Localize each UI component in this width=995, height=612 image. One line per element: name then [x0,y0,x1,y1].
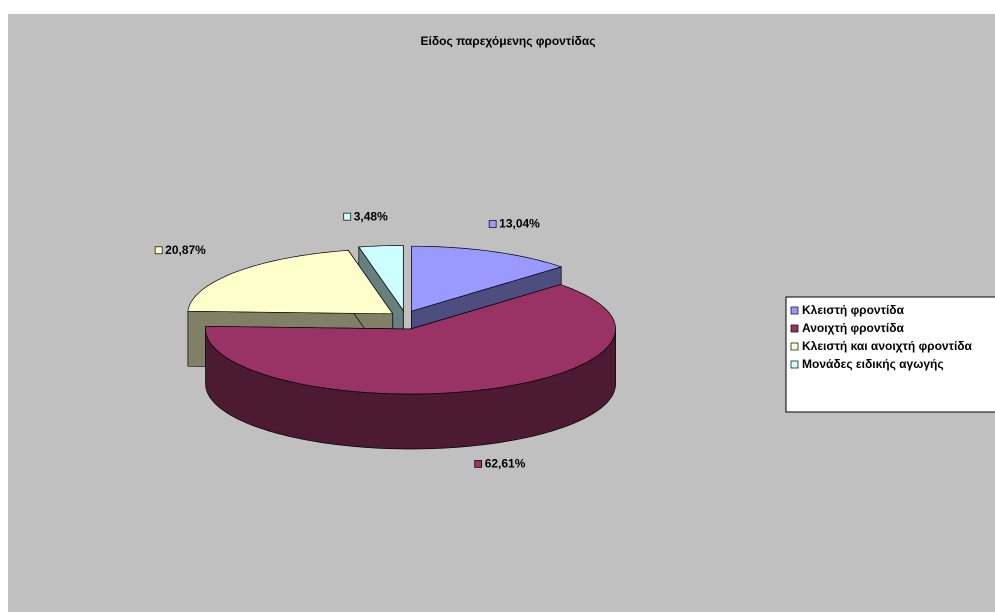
legend-box [785,296,995,413]
legend-key [790,306,799,315]
data-label: 20,87% [165,243,206,257]
pie-slice [205,284,616,395]
pie-slice [411,245,563,312]
legend-key [790,360,799,369]
pie-slice [187,250,394,315]
data-label-key [488,220,497,228]
chart-title: Είδος παρεχόμενης φροντίδας [421,34,596,48]
data-label-key [474,460,483,468]
data-label: 13,04% [499,217,540,231]
data-label-key [343,212,352,221]
legend-key [790,324,799,333]
legend-label: Κλειστή και ανοιχτή φροντίδα [802,339,973,353]
pie-slice [358,245,404,312]
data-label: 3,48% [354,209,388,223]
legend-label: Κλειστή φροντίδα [802,303,905,317]
legend-label: Μονάδες ειδικής αγωγής [802,357,944,371]
data-label: 62,61% [485,457,526,471]
legend-label: Ανοιχτή φροντίδα [802,321,904,335]
legend-key [790,342,799,351]
data-label-key [154,246,163,255]
